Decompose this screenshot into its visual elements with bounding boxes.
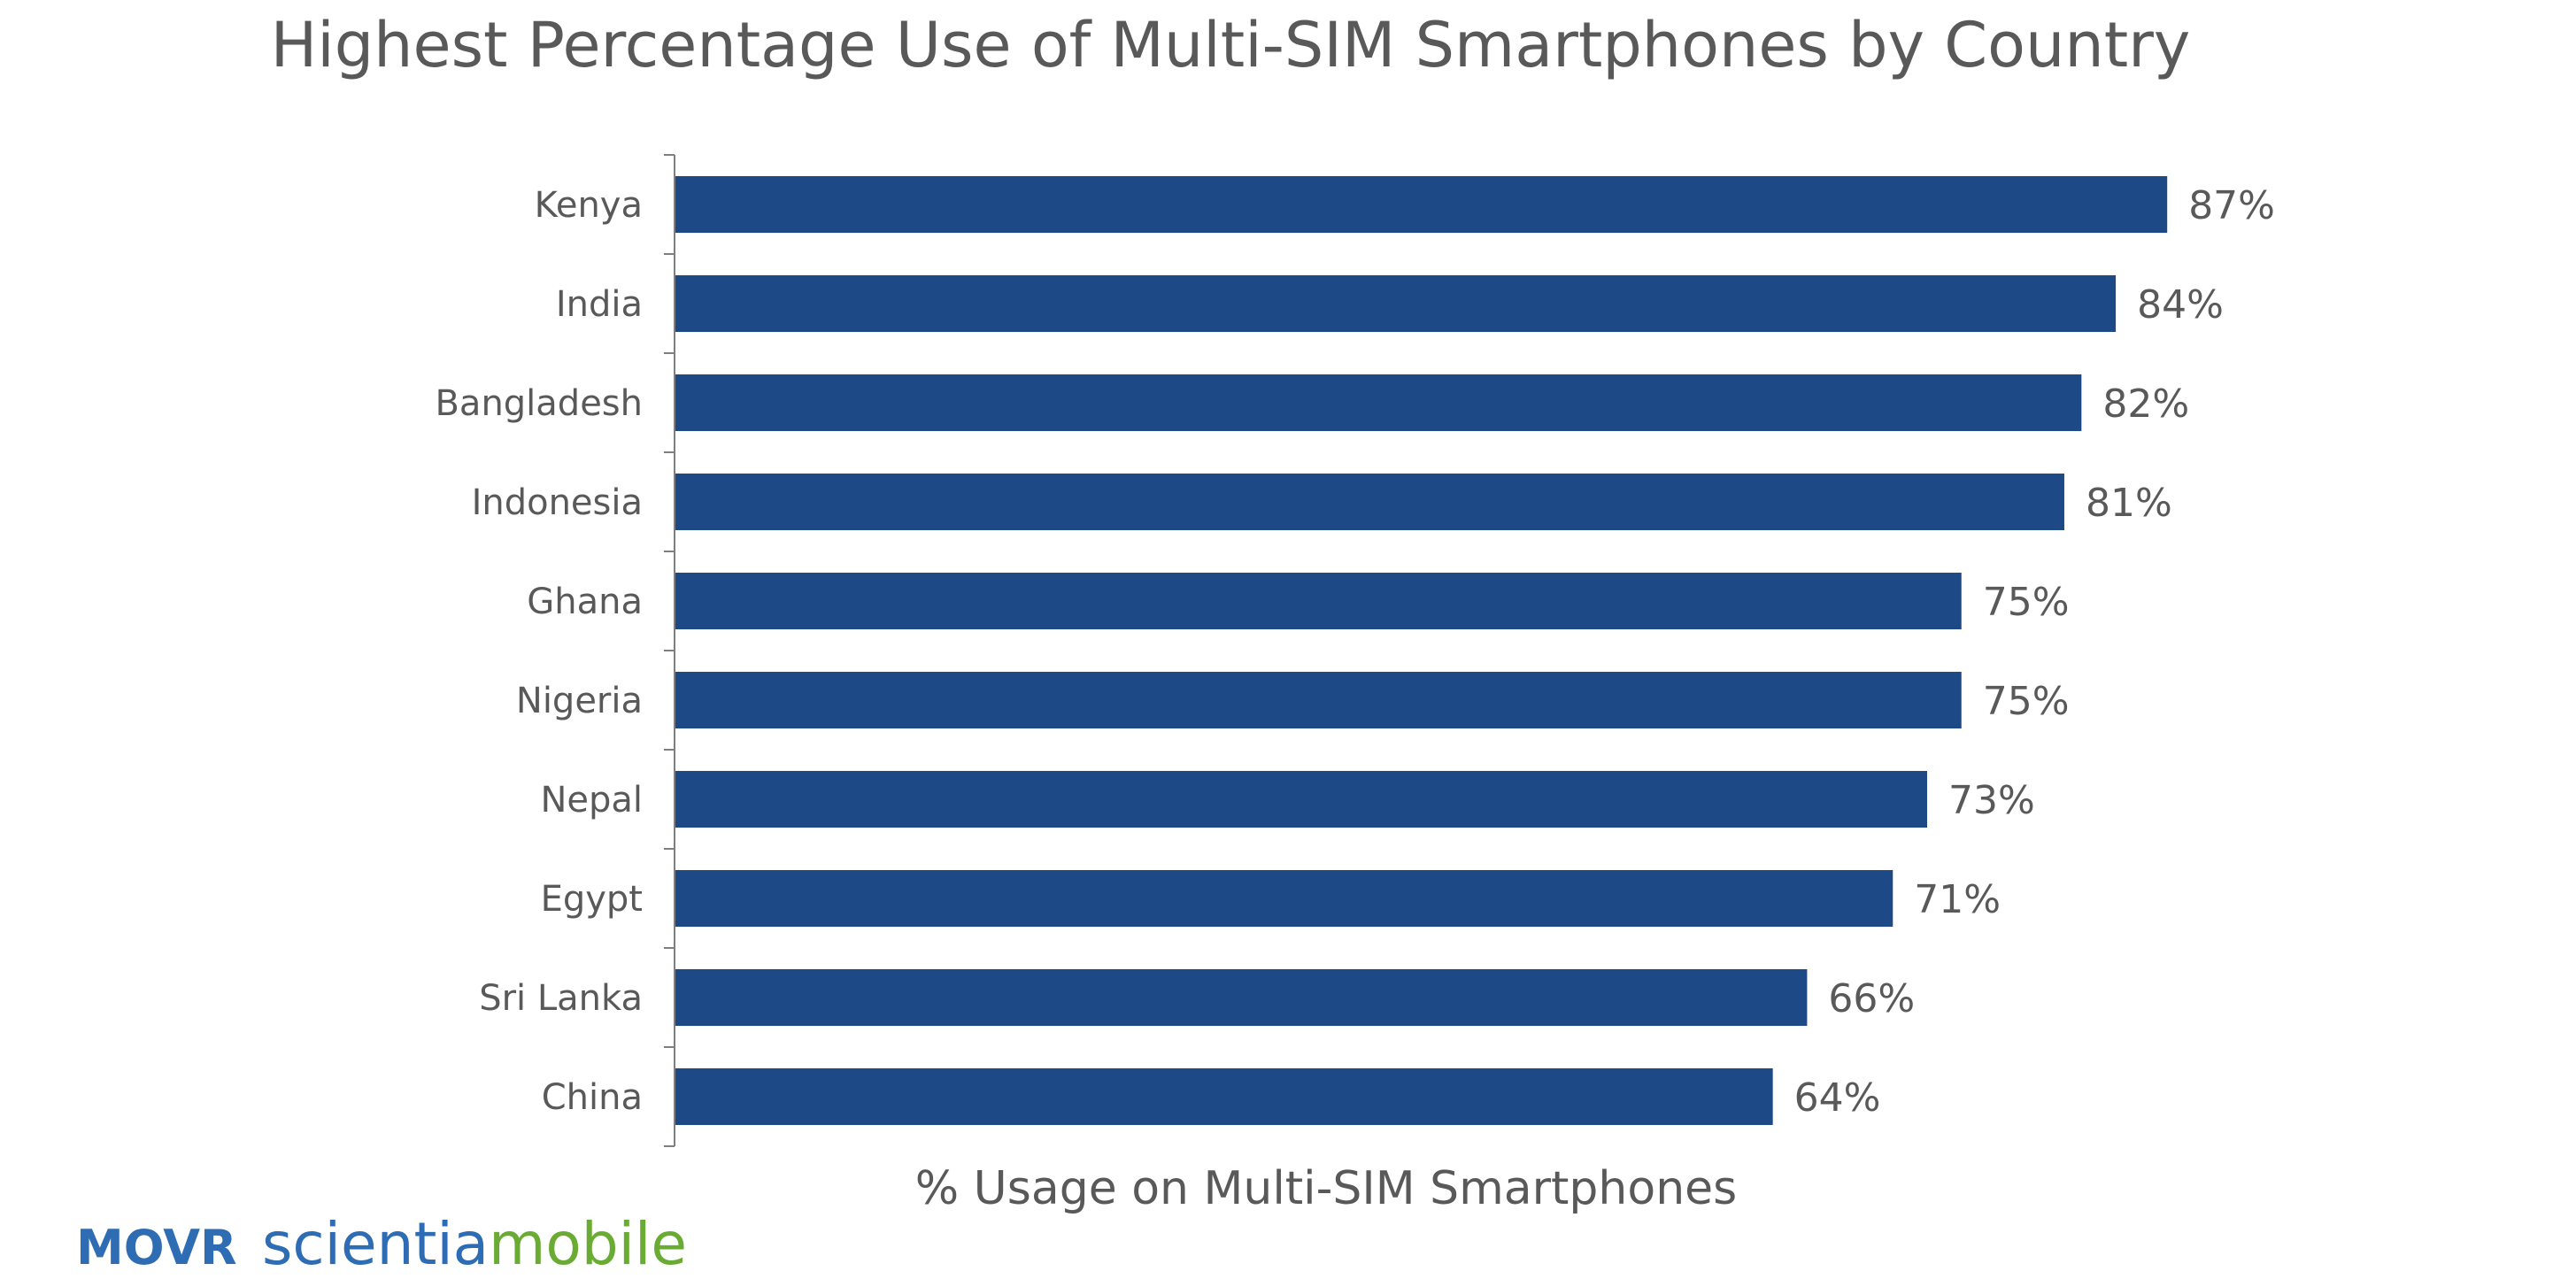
category-label: Ghana: [527, 582, 643, 622]
bar-sri-lanka: [675, 969, 1808, 1026]
category-label: Nigeria: [516, 681, 643, 721]
category-label: Indonesia: [472, 482, 643, 523]
data-label: 82%: [2102, 381, 2189, 427]
data-label: 87%: [2188, 183, 2275, 228]
data-label: 75%: [1983, 679, 2070, 724]
data-label: 66%: [1828, 976, 1915, 1021]
movr-logo: MOVR: [76, 1220, 237, 1275]
chart-title: Highest Percentage Use of Multi-SIM Smar…: [271, 9, 2191, 81]
category-label: China: [542, 1077, 643, 1118]
logo-scientia: scientia: [262, 1210, 489, 1278]
category-label: Egypt: [541, 879, 643, 920]
x-axis-label: % Usage on Multi-SIM Smartphones: [915, 1162, 1738, 1215]
bar-egypt: [675, 870, 1893, 927]
category-label: Bangladesh: [435, 383, 643, 424]
y-axis: [664, 154, 675, 1147]
bar-kenya: [675, 176, 2168, 233]
bar-group: Kenya 87% India 84% Bangladesh 82% Indonesia 81…: [435, 176, 2275, 1125]
logo-area: MOVR scientiamobile: [76, 1210, 687, 1278]
bar-india: [675, 275, 2117, 332]
category-label: Kenya: [535, 185, 643, 226]
bar-nepal: [675, 771, 1928, 828]
bar-ghana: [675, 573, 1962, 629]
category-label: Nepal: [540, 780, 643, 821]
data-label: 64%: [1794, 1075, 1881, 1121]
category-label: Sri Lanka: [479, 978, 643, 1019]
data-label: 75%: [1983, 580, 2070, 625]
logo-mobile: mobile: [489, 1210, 687, 1278]
bar-china: [675, 1068, 1773, 1125]
data-label: 81%: [2086, 481, 2172, 526]
data-label: 84%: [2137, 282, 2224, 327]
bar-nigeria: [675, 672, 1962, 728]
data-label: 73%: [1948, 778, 2035, 823]
bar-bangladesh: [675, 374, 2082, 431]
category-label: India: [556, 284, 643, 325]
data-label: 71%: [1914, 877, 2001, 922]
scientiamobile-logo: scientiamobile: [262, 1210, 687, 1278]
bar-indonesia: [675, 474, 2064, 530]
